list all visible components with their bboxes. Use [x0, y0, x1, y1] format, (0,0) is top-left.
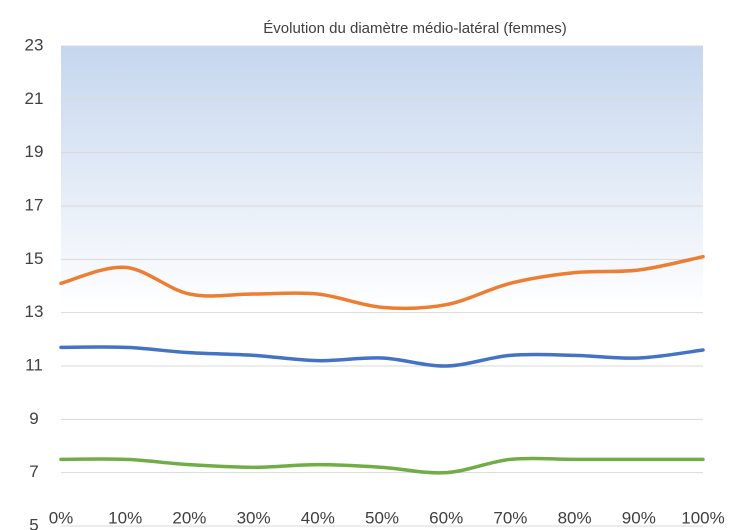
y-tick-label: 23	[25, 35, 44, 54]
y-tick-label: 15	[25, 249, 44, 268]
series-line	[59, 254, 705, 311]
y-tick-label: 17	[25, 195, 44, 214]
series-line	[59, 456, 705, 475]
x-tick-label: 20%	[172, 508, 206, 527]
y-tick-label: 11	[25, 355, 43, 374]
x-tick-label: 10%	[108, 508, 142, 527]
y-tick-label: 21	[25, 89, 44, 108]
x-tick-label: 40%	[301, 508, 335, 527]
x-tick-label: 80%	[558, 508, 592, 527]
y-tick-label: 9	[29, 409, 38, 428]
plot-background	[61, 46, 703, 526]
x-tick-label: 50%	[365, 508, 399, 527]
chart-title: Évolution du diamètre médio-latéral (fem…	[263, 20, 566, 37]
x-tick-label: 100%	[681, 508, 724, 527]
y-tick-label: 19	[25, 142, 44, 161]
x-tick-label: 60%	[429, 508, 463, 527]
x-tick-label: 90%	[622, 508, 656, 527]
x-tick-label: 0%	[49, 508, 74, 527]
y-tick-label: 5	[29, 515, 38, 530]
y-tick-label: 13	[25, 302, 44, 321]
x-tick-label: 70%	[493, 508, 527, 527]
y-tick-label: 7	[29, 462, 38, 481]
x-tick-label: 30%	[237, 508, 271, 527]
series-line	[59, 345, 705, 368]
